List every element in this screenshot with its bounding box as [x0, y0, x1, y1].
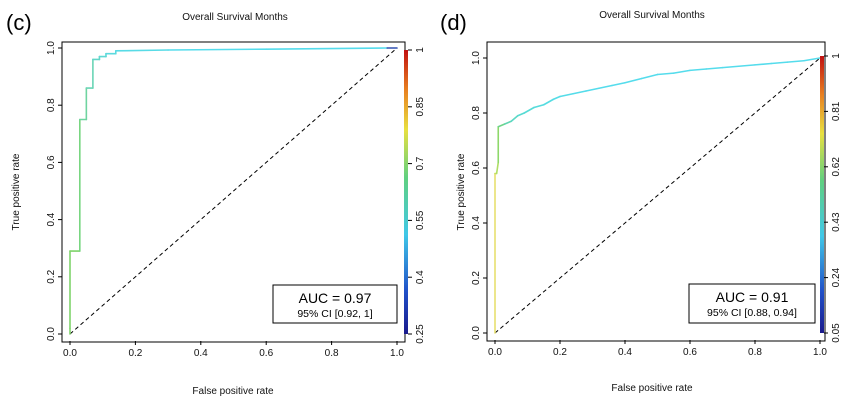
roc-segment — [754, 62, 773, 66]
roc-segment — [516, 112, 526, 117]
y-tick-label: 0.8 — [46, 98, 57, 112]
colorbar-ticks: 0.25 0.4 0.55 0.7 0.85 1 — [408, 47, 426, 344]
top-label-right: Overall Survival Months — [599, 10, 705, 21]
y-tick-label: 1.0 — [471, 51, 482, 65]
x-tick-label: 0.8 — [325, 348, 339, 359]
roc-segment — [786, 59, 805, 63]
ci-text: 95% CI [0.88, 0.94] — [707, 307, 797, 319]
roc-segment — [672, 69, 691, 74]
y-tick-label: 0.2 — [46, 269, 57, 283]
y-tick-label: 0.0 — [46, 327, 57, 341]
y-tick-label: 1.0 — [46, 41, 57, 55]
chance-diagonal — [494, 57, 821, 334]
colorbar-tick-label: 0.4 — [415, 270, 426, 284]
auc-box — [688, 283, 816, 324]
y-tick-label: 0.8 — [471, 106, 482, 120]
roc-segment — [802, 57, 821, 62]
x-tick-label: 0.2 — [553, 347, 567, 358]
colorbar-tick-label: 0.24 — [831, 267, 842, 287]
colorbar — [820, 56, 824, 333]
y-axis-label: True positive rate — [11, 153, 22, 230]
roc-segment — [503, 120, 513, 125]
x-tick-label: 1.0 — [390, 348, 404, 359]
y-tick-label: 0.4 — [471, 216, 482, 230]
x-tick-label: 0.6 — [259, 348, 273, 359]
chance-diagonal — [69, 47, 398, 335]
roc-segment — [495, 161, 500, 175]
colorbar-tick-label: 0.25 — [415, 324, 426, 344]
colorbar-tick-label: 0.05 — [831, 323, 842, 343]
y-tick-label: 0.4 — [46, 212, 57, 226]
roc-segment — [585, 87, 600, 92]
colorbar-tick-label: 0.85 — [415, 97, 426, 117]
y-axis-label: True positive rate — [456, 153, 467, 230]
roc-segment — [114, 49, 169, 52]
colorbar-tick-label: 1 — [415, 47, 426, 53]
roc-panel-d: (d) 0.0 0.2 0.4 0.6 0.8 1.0 0.0 0.2 0.4 0.6 0.8 1.… — [440, 10, 842, 394]
roc-segment — [497, 123, 506, 128]
x-tick-label: 0.0 — [63, 348, 77, 359]
x-tick-label: 0.4 — [618, 347, 632, 358]
x-tick-label: 0.6 — [683, 347, 697, 358]
roc-segment — [689, 68, 708, 72]
x-tick-label: 0.4 — [194, 348, 208, 359]
roc-segment — [559, 92, 574, 98]
top-label-left: Overall Survival Months — [182, 12, 288, 23]
colorbar-tick-label: 0.81 — [831, 101, 842, 121]
x-axis: 0.0 0.2 0.4 0.6 0.8 1.0 — [63, 341, 404, 359]
x-tick-label: 0.2 — [128, 348, 142, 359]
roc-segment — [523, 106, 535, 114]
roc-segment — [598, 84, 613, 90]
roc-segment — [656, 72, 675, 76]
roc-segment — [705, 66, 724, 70]
y-axis: 0.0 0.2 0.4 0.6 0.8 1.0 — [471, 51, 487, 340]
panel-label: (d) — [440, 10, 467, 35]
roc-segment — [572, 90, 587, 95]
roc-segment — [265, 47, 388, 50]
roc-segment — [510, 114, 519, 123]
y-axis: 0.0 0.2 0.4 0.6 0.8 1.0 — [46, 41, 62, 341]
roc-segment — [611, 81, 626, 87]
y-tick-label: 0.2 — [471, 271, 482, 285]
auc-text: AUC = 0.97 — [299, 290, 372, 306]
x-axis: 0.0 0.2 0.4 0.6 0.8 1.0 — [488, 340, 827, 358]
roc-curve — [494, 57, 821, 334]
colorbar-tick-label: 0.62 — [831, 157, 842, 177]
x-tick-label: 1.0 — [813, 347, 827, 358]
y-tick-label: 0.6 — [46, 155, 57, 169]
roc-segment — [533, 103, 545, 109]
x-axis-label: False positive rate — [192, 386, 274, 397]
x-tick-label: 0.8 — [748, 347, 762, 358]
roc-segment — [770, 61, 789, 65]
roc-segment — [737, 64, 756, 68]
colorbar-ticks: 0.05 0.24 0.43 0.62 0.81 1 — [824, 53, 842, 343]
colorbar-tick-label: 0.55 — [415, 210, 426, 230]
x-axis-label: False positive rate — [611, 383, 693, 394]
roc-panel-c: (c) 0.0 0.2 0.4 0.6 0.8 1.0 0.0 0.2 0.4 0.6 0.8 1.… — [6, 10, 426, 397]
plot-frame — [486, 41, 826, 342]
auc-box — [272, 284, 398, 324]
y-tick-label: 0.6 — [471, 161, 482, 175]
colorbar — [404, 50, 408, 334]
panel-label: (c) — [6, 10, 32, 35]
roc-curve — [69, 47, 398, 335]
roc-segment — [721, 65, 740, 69]
colorbar-tick-label: 0.43 — [831, 212, 842, 232]
x-tick-label: 0.0 — [488, 347, 502, 358]
roc-segment — [552, 95, 561, 101]
roc-segment — [640, 73, 659, 80]
roc-segment — [167, 48, 268, 51]
roc-segment — [542, 98, 555, 106]
colorbar-tick-label: 1 — [831, 53, 842, 59]
ci-text: 95% CI [0.92, 1] — [297, 308, 372, 320]
colorbar-tick-label: 0.7 — [415, 156, 426, 170]
auc-text: AUC = 0.91 — [716, 289, 789, 305]
y-tick-label: 0.0 — [471, 326, 482, 340]
roc-segment — [624, 77, 643, 84]
